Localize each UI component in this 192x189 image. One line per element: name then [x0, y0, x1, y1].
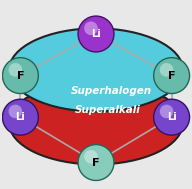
Circle shape — [2, 58, 38, 94]
Ellipse shape — [9, 81, 183, 164]
Circle shape — [154, 58, 190, 94]
Text: Superalkali: Superalkali — [74, 105, 140, 115]
Circle shape — [84, 22, 98, 35]
Ellipse shape — [9, 28, 183, 112]
Text: Li: Li — [167, 112, 176, 122]
Circle shape — [9, 63, 22, 77]
Circle shape — [9, 105, 22, 118]
Circle shape — [154, 99, 190, 135]
Circle shape — [78, 145, 114, 180]
Text: F: F — [92, 158, 100, 167]
Circle shape — [78, 16, 114, 52]
Text: F: F — [17, 71, 24, 81]
Circle shape — [160, 105, 173, 118]
Text: Li: Li — [16, 112, 25, 122]
Text: Superhalogen: Superhalogen — [70, 86, 152, 96]
Text: F: F — [168, 71, 175, 81]
Circle shape — [84, 150, 98, 164]
Circle shape — [2, 99, 38, 135]
Text: Li: Li — [91, 29, 101, 39]
Circle shape — [160, 63, 173, 77]
